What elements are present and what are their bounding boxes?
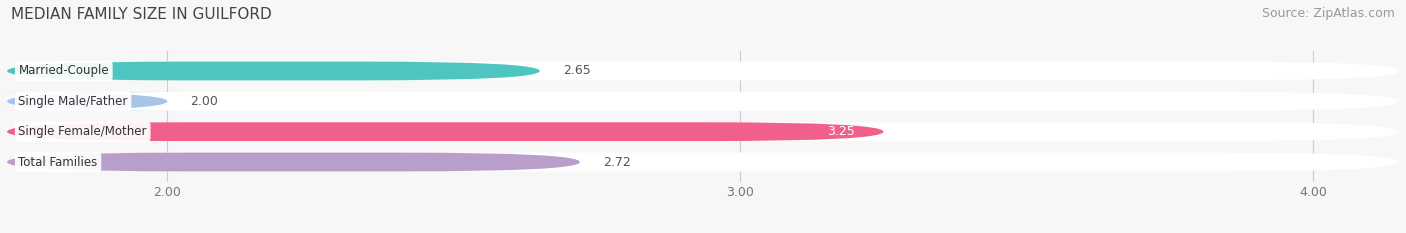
- FancyBboxPatch shape: [7, 92, 1399, 111]
- Text: 3.25: 3.25: [827, 125, 855, 138]
- Text: 2.00: 2.00: [190, 95, 218, 108]
- Text: Source: ZipAtlas.com: Source: ZipAtlas.com: [1261, 7, 1395, 20]
- FancyBboxPatch shape: [7, 62, 540, 80]
- Text: Married-Couple: Married-Couple: [18, 65, 110, 78]
- FancyBboxPatch shape: [7, 153, 579, 171]
- Text: Single Female/Mother: Single Female/Mother: [18, 125, 148, 138]
- FancyBboxPatch shape: [7, 122, 1399, 141]
- Text: 2.65: 2.65: [562, 65, 591, 78]
- FancyBboxPatch shape: [7, 62, 1399, 80]
- FancyBboxPatch shape: [7, 153, 1399, 171]
- FancyBboxPatch shape: [7, 122, 883, 141]
- Text: MEDIAN FAMILY SIZE IN GUILFORD: MEDIAN FAMILY SIZE IN GUILFORD: [11, 7, 271, 22]
- FancyBboxPatch shape: [0, 92, 184, 111]
- Text: 2.72: 2.72: [603, 155, 630, 168]
- Text: Single Male/Father: Single Male/Father: [18, 95, 128, 108]
- Text: Total Families: Total Families: [18, 155, 98, 168]
